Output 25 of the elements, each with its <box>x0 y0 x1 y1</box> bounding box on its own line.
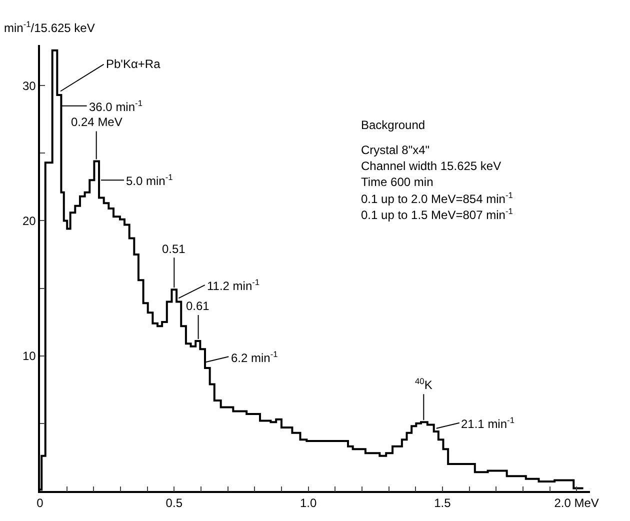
annotation: Time 600 min <box>361 175 434 189</box>
annotation: Background <box>361 118 426 132</box>
annotation: Pb'Kα+Ra <box>106 57 161 71</box>
annotation: 6.2 min$^{-1}$ <box>231 349 278 366</box>
annotation: 0.1 up to 2.0 MeV=854 min$^{-1}$ <box>361 190 514 206</box>
annotation: 0.51 <box>162 242 186 256</box>
y-axis-title: min$^{-1}$/15.625 keV <box>4 19 95 36</box>
x-tick-label: 1.0 <box>300 496 317 510</box>
x-tick-label: 1.5 <box>434 496 452 510</box>
annotation: 0.61 <box>186 299 210 313</box>
annotation: 0.1 up to 1.5 MeV=807 min$^{-1}$ <box>361 206 514 222</box>
x-tick-label: 0.5 <box>166 496 183 510</box>
x-tick-label: 2.0 MeV <box>554 496 599 510</box>
annotation: 36.0 min$^{-1}$ <box>89 98 143 114</box>
annotation: $^{40}$K <box>415 376 432 392</box>
y-tick-label: 30 <box>22 78 36 93</box>
annotation: Channel width 15.625 keV <box>361 159 502 173</box>
annotation: 5.0 min$^{-1}$ <box>126 172 174 188</box>
annotation: Crystal 8"x4" <box>361 143 430 157</box>
x-tick-label: 0 <box>36 496 44 510</box>
annotation: 0.24 MeV <box>71 115 122 129</box>
y-tick-label: 20 <box>22 214 36 228</box>
annotation: 21.1 min$^{-1}$ <box>461 415 515 432</box>
y-tick-label: 10 <box>22 349 36 364</box>
annotation: 11.2 min$^{-1}$ <box>207 277 260 294</box>
